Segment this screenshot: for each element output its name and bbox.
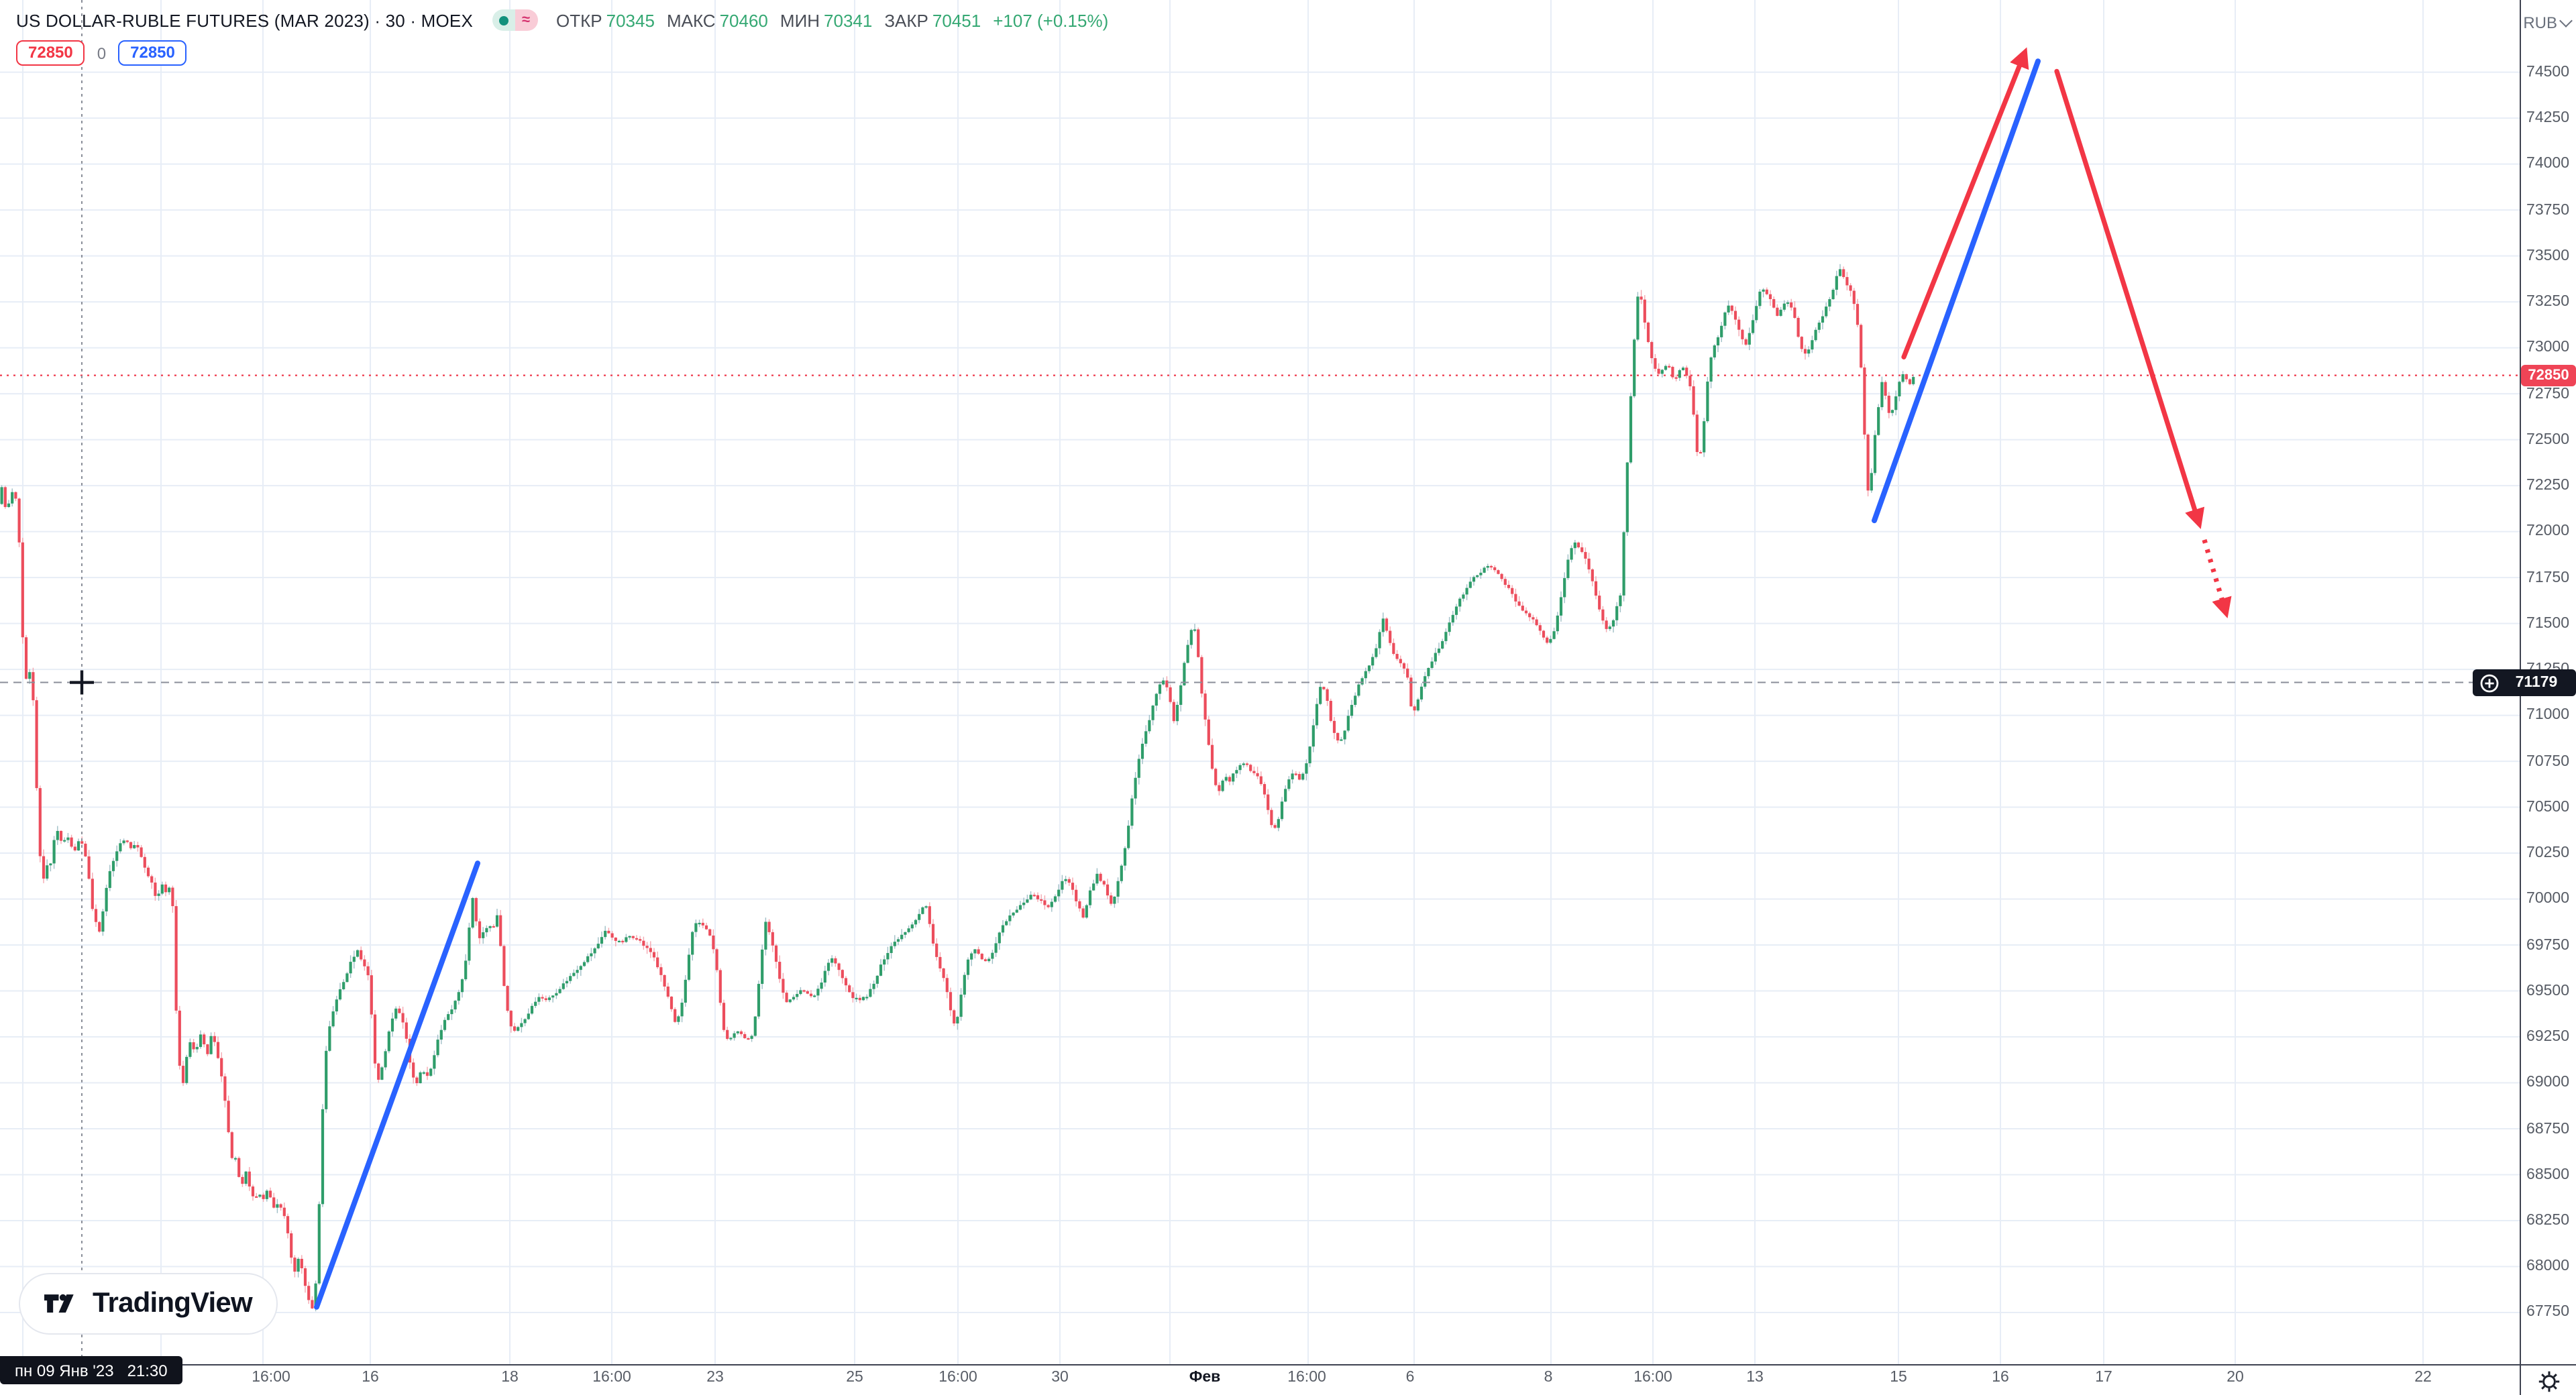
time-tick-label: Фев [1189,1370,1221,1386]
price-tick-label: 71000 [2526,707,2569,724]
time-tick-label: 16:00 [938,1370,977,1386]
symbol-legend: US DOLLAR-RUBLE FUTURES (MAR 2023) · 30 … [16,9,1108,31]
close-value: 70451 [932,10,981,30]
price-tick-label: 70250 [2526,845,2569,862]
time-tick-label: 6 [1405,1370,1415,1386]
currency-selector[interactable]: RUB [2523,13,2573,32]
crosshair-cursor-icon [70,670,94,695]
time-tick-label: 30 [1051,1370,1069,1386]
price-tick-label: 68250 [2526,1213,2569,1229]
time-tick-label: 16 [1992,1370,2009,1386]
time-tick-label: 13 [1746,1370,1764,1386]
time-tick-label: 16:00 [592,1370,631,1386]
arrow-dotted[interactable] [2202,539,2232,618]
price-tick-label: 73250 [2526,294,2569,311]
price-tick-label: 67750 [2526,1304,2569,1321]
price-tick-label: 68000 [2526,1258,2569,1275]
price-tick-label: 71750 [2526,569,2569,586]
price-tick-label: 72000 [2526,523,2569,540]
candle-bodies [0,269,1915,1308]
price-tick-label: 73750 [2526,202,2569,219]
time-tick-label: 22 [2414,1370,2432,1386]
order-count: 0 [97,44,107,62]
price-tick-label: 73500 [2526,247,2569,264]
circle-plus-icon [2479,673,2498,692]
tradingview-logo-text: TradingView [93,1288,253,1319]
price-tick-label: 70750 [2526,753,2569,770]
currency-label: RUB [2523,13,2557,32]
price-tick-label: 69750 [2526,937,2569,954]
price-tick-label: 73000 [2526,339,2569,356]
time-axis[interactable]: 116:00161816:00232516:0030Фев16:006816:0… [0,1364,2576,1395]
time-tick-label: 16 [362,1370,379,1386]
price-tick-label: 72500 [2526,431,2569,448]
time-tick-label: 23 [706,1370,724,1386]
candlestick-chart[interactable] [0,0,2520,1364]
price-tick-label: 69500 [2526,983,2569,999]
time-tick-label: 20 [2226,1370,2244,1386]
change-value: +107 (+0.15%) [993,10,1109,30]
symbol-title[interactable]: US DOLLAR-RUBLE FUTURES (MAR 2023) · 30 … [16,10,474,30]
grid [0,0,2520,1364]
crosshair-price-badge: 71179 [2515,675,2558,691]
price-tick-label: 74500 [2526,64,2569,80]
market-open-dot-icon [498,15,508,25]
time-tick-label: 18 [501,1370,519,1386]
arrow-up[interactable] [1901,47,2029,359]
price-tick-label: 69250 [2526,1029,2569,1045]
time-tick-label: 17 [2095,1370,2112,1386]
time-tick-label: 15 [1890,1370,1907,1386]
order-price-row: 72850 0 72850 [16,40,187,66]
time-tick-label: 16:00 [1633,1370,1672,1386]
price-tick-label: 69000 [2526,1074,2569,1091]
time-tick-label: 8 [1544,1370,1553,1386]
last-price-badge: 72850 [2521,365,2576,386]
price-tick-label: 71500 [2526,615,2569,632]
trendline-2[interactable] [1872,58,2041,524]
price-tick-label: 74000 [2526,156,2569,172]
price-tick-label: 72250 [2526,478,2569,494]
buy-order-box[interactable]: 72850 [118,40,187,66]
high-value: 70460 [719,10,768,30]
open-value: 70345 [606,10,655,30]
tradingview-logo-mark-icon [44,1294,74,1313]
price-tick-label: 68750 [2526,1121,2569,1137]
high-label: МАКС [666,10,716,30]
price-tick-label: 72750 [2526,386,2569,402]
crosshair-time-badge: пн 09 Янв '23 21:30 [0,1356,182,1384]
time-tick-label: 16:00 [1287,1370,1326,1386]
arrow-down[interactable] [2054,68,2205,529]
gear-icon [2538,1370,2559,1392]
approx-icon: ≈ [521,11,531,27]
price-tick-label: 70000 [2526,891,2569,907]
price-tick-label: 68500 [2526,1166,2569,1183]
price-tick-label: 74250 [2526,110,2569,127]
axis-settings-button[interactable] [2520,1365,2576,1395]
close-label: ЗАКР [884,10,928,30]
crosshair [0,0,2520,1364]
market-status-pill[interactable]: ≈ [492,9,538,31]
ohlc-readout: ОТКР 70345 МАКС 70460 МИН 70341 ЗАКР 704… [556,10,1108,30]
chevron-down-icon [2559,14,2573,27]
low-value: 70341 [824,10,873,30]
low-label: МИН [780,10,820,30]
open-label: ОТКР [556,10,602,30]
add-order-plus-button[interactable] [2473,673,2505,693]
time-tick-label: 25 [846,1370,863,1386]
price-tick-label: 70500 [2526,799,2569,816]
trendline-1[interactable] [314,860,480,1310]
tradingview-logo[interactable]: TradingView [19,1273,278,1335]
time-tick-label: 16:00 [252,1370,290,1386]
sell-order-box[interactable]: 72850 [16,40,85,66]
crosshair-price-row: 71179 [2473,669,2576,696]
